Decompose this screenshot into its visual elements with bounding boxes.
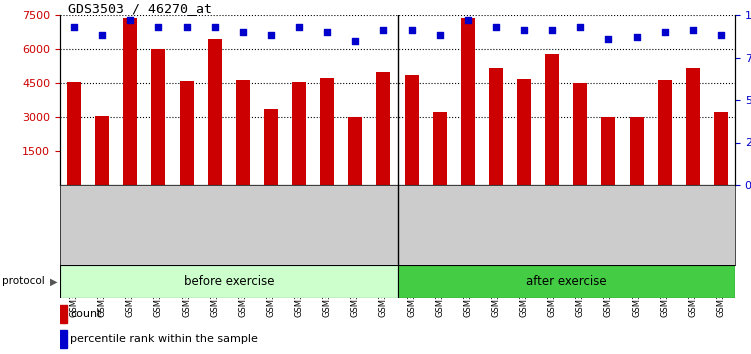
- Text: GDS3503 / 46270_at: GDS3503 / 46270_at: [68, 2, 212, 15]
- Text: before exercise: before exercise: [183, 275, 274, 288]
- Bar: [264, 109, 278, 185]
- Point: [209, 24, 221, 30]
- Point: [546, 28, 558, 33]
- Bar: [397, 265, 735, 298]
- Bar: [658, 80, 671, 185]
- Bar: [348, 116, 362, 185]
- Bar: [60, 331, 67, 348]
- Bar: [376, 72, 391, 185]
- Point: [180, 24, 192, 30]
- Point: [575, 24, 587, 30]
- Bar: [179, 81, 194, 185]
- Point: [631, 34, 643, 40]
- Bar: [292, 82, 306, 185]
- Bar: [60, 265, 397, 298]
- Point: [687, 28, 699, 33]
- Point: [349, 38, 361, 43]
- Bar: [95, 116, 109, 185]
- Point: [518, 28, 530, 33]
- Bar: [208, 39, 222, 185]
- Point: [237, 29, 249, 35]
- Point: [378, 28, 390, 33]
- Point: [462, 17, 474, 23]
- Point: [96, 33, 108, 38]
- Bar: [67, 82, 81, 185]
- Bar: [517, 79, 531, 185]
- Bar: [60, 306, 67, 323]
- Bar: [405, 75, 418, 185]
- Point: [125, 17, 137, 23]
- Point: [715, 33, 727, 38]
- Point: [152, 24, 164, 30]
- Point: [321, 29, 333, 35]
- Point: [433, 33, 445, 38]
- Point: [265, 33, 277, 38]
- Bar: [152, 50, 165, 185]
- Text: ▶: ▶: [50, 276, 58, 286]
- Bar: [545, 53, 559, 185]
- Bar: [320, 78, 334, 185]
- Point: [293, 24, 305, 30]
- Bar: [602, 117, 616, 185]
- Point: [490, 24, 502, 30]
- Text: protocol: protocol: [2, 276, 44, 286]
- Text: after exercise: after exercise: [526, 275, 607, 288]
- Bar: [123, 18, 137, 185]
- Bar: [489, 68, 503, 185]
- Text: percentile rank within the sample: percentile rank within the sample: [71, 335, 258, 344]
- Bar: [714, 112, 728, 185]
- Point: [602, 36, 614, 42]
- Bar: [433, 112, 447, 185]
- Bar: [686, 68, 700, 185]
- Point: [659, 29, 671, 35]
- Bar: [236, 80, 250, 185]
- Text: count: count: [71, 309, 102, 319]
- Bar: [629, 117, 644, 185]
- Bar: [461, 18, 475, 185]
- Bar: [573, 82, 587, 185]
- Point: [406, 28, 418, 33]
- Point: [68, 24, 80, 30]
